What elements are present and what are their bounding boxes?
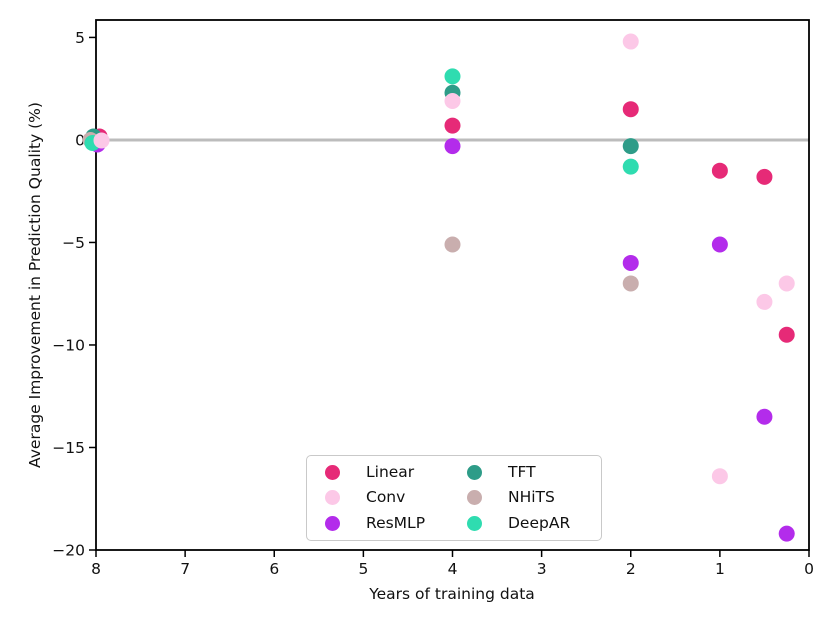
y-tick-label: −15 [52, 439, 85, 457]
data-point-conv [756, 293, 773, 310]
legend-marker-icon [467, 465, 482, 481]
data-point-nhits [444, 236, 461, 253]
data-point-conv [444, 92, 461, 109]
legend-label: TFT [508, 462, 536, 481]
y-tick-label: 5 [75, 29, 85, 47]
data-point-resmlp [622, 254, 639, 271]
legend-label: Linear [366, 462, 415, 481]
legend-item-deepar: DeepAR [459, 511, 601, 536]
data-point-linear [622, 101, 639, 118]
legend-marker-icon [325, 465, 340, 481]
legend-marker-icon [325, 490, 340, 506]
x-tick-label: 4 [448, 560, 458, 578]
data-point-linear [711, 162, 728, 179]
legend: Linear Conv ResMLP TFT NHiTS DeepAR [306, 455, 602, 541]
data-point-deepar [622, 158, 639, 175]
data-point-conv [622, 33, 639, 50]
y-tick-label: −10 [52, 336, 85, 354]
legend-label: DeepAR [508, 513, 571, 532]
data-point-nhits [622, 275, 639, 292]
x-tick-label: 3 [537, 560, 547, 578]
legend-column: Linear Conv ResMLP [317, 460, 459, 536]
y-tick-label: 0 [75, 131, 85, 149]
y-tick-label: −5 [62, 234, 85, 252]
data-point-deepar [444, 68, 461, 85]
data-point-linear [756, 168, 773, 185]
x-tick-label: 1 [715, 560, 725, 578]
data-point-conv [711, 468, 728, 485]
legend-column: TFT NHiTS DeepAR [459, 460, 601, 536]
x-tick-label: 5 [358, 560, 368, 578]
data-point-conv [93, 132, 110, 149]
legend-item-tft: TFT [459, 460, 601, 485]
data-point-resmlp [444, 138, 461, 155]
legend-item-linear: Linear [317, 460, 459, 485]
x-axis-label: Years of training data [368, 585, 535, 603]
data-point-tft [622, 138, 639, 155]
legend-label: NHiTS [508, 488, 555, 507]
x-tick-label: 8 [91, 560, 101, 578]
plot-generated-content: 8 7 6 5 4 3 2 1 050−5−10−15−20 [52, 19, 814, 578]
x-tick-label: 2 [626, 560, 636, 578]
data-point-resmlp [711, 236, 728, 253]
x-tick-label: 0 [804, 560, 814, 578]
x-tick-label: 7 [180, 560, 190, 578]
data-point-resmlp [756, 408, 773, 425]
data-point-linear [444, 117, 461, 134]
legend-item-nhits: NHiTS [459, 485, 601, 510]
y-tick-label: −20 [52, 542, 85, 560]
legend-label: ResMLP [366, 513, 426, 532]
legend-label: Conv [366, 488, 406, 507]
data-point-conv [778, 275, 795, 292]
legend-item-resmlp: ResMLP [317, 511, 459, 536]
legend-item-conv: Conv [317, 485, 459, 510]
legend-marker-icon [467, 490, 482, 506]
data-point-linear [778, 326, 795, 343]
y-axis-label: Average Improvement in Prediction Qualit… [26, 102, 44, 468]
legend-marker-icon [325, 515, 340, 531]
x-tick-label: 6 [269, 560, 279, 578]
data-point-resmlp [778, 525, 795, 542]
legend-marker-icon [467, 515, 482, 531]
